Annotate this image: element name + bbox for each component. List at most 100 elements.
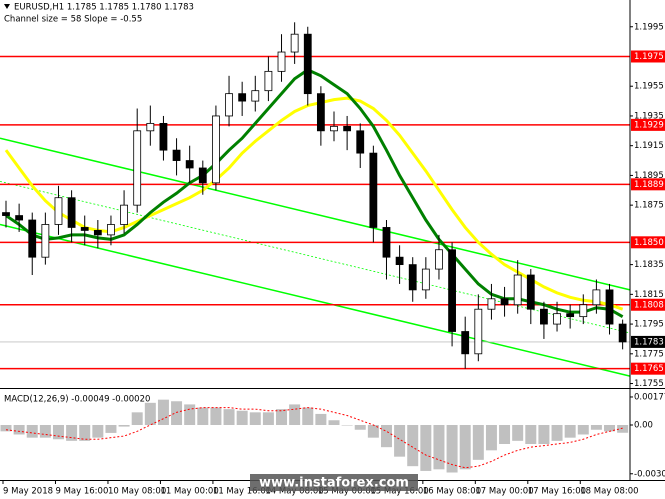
channel-upper <box>0 137 631 291</box>
macd-bar <box>328 420 340 425</box>
y-tick-label: -0.00308 <box>634 469 665 479</box>
candle-body <box>41 224 50 258</box>
candle-body <box>15 215 24 221</box>
x-tick-label: 17 May 16:00 <box>528 487 586 497</box>
candle-body <box>316 93 325 132</box>
y-tick-label: 0.00177 <box>634 392 665 402</box>
candle-body <box>382 227 391 258</box>
level-label-box <box>631 50 665 63</box>
x-tick-label: 15 May 16:00 <box>370 487 428 497</box>
candle-body <box>251 90 260 102</box>
candle-body <box>330 125 338 132</box>
macd-bar <box>512 424 524 441</box>
y-tick-label: 1.1935 <box>634 111 664 121</box>
candle-body <box>107 224 115 236</box>
candle-body <box>369 152 378 228</box>
macd-title: MACD(12,26,9) -0.00049 -0.00020 <box>4 395 150 405</box>
macd-bar <box>380 424 392 448</box>
candle-body <box>553 313 561 325</box>
macd-bar <box>367 424 379 438</box>
candle-body <box>487 298 496 310</box>
candle-body <box>185 160 194 169</box>
y-tick-label: 1.1815 <box>634 290 664 300</box>
macd-bar <box>197 407 209 425</box>
level-label: 1.1765 <box>634 364 664 374</box>
candle-body <box>408 264 417 291</box>
macd-bar <box>171 401 183 425</box>
x-tick-label: 17 May 00:00 <box>475 487 533 497</box>
macd-bar <box>262 412 274 425</box>
candle-body <box>579 304 588 318</box>
candle-body <box>500 298 509 306</box>
candle-body <box>303 33 312 95</box>
candle-body <box>356 130 365 154</box>
macd-bar <box>577 424 589 435</box>
chart-title: EURUSD,H1 1.1785 1.1785 1.1780 1.1783 <box>14 3 194 13</box>
candle-body <box>461 331 470 355</box>
macd-bar <box>13 424 25 435</box>
candle-body <box>448 249 456 332</box>
menu-icon <box>4 4 10 9</box>
x-tick-label: 18 May 08:00 <box>580 487 638 497</box>
candle-body <box>133 130 142 206</box>
candle-body <box>540 308 548 325</box>
macd-bar <box>236 410 248 425</box>
candle-body <box>592 289 601 306</box>
macd-bar <box>0 424 12 432</box>
macd-bar <box>433 424 445 470</box>
last-price-box <box>631 335 665 348</box>
level-label-box <box>631 118 665 131</box>
candle-body <box>172 149 181 161</box>
y-tick-label: 1.1915 <box>634 141 664 151</box>
candle-body <box>474 308 483 355</box>
y-tick-label: 1.1755 <box>634 379 664 389</box>
channel-lower <box>0 223 631 377</box>
level-label-box <box>631 236 665 249</box>
macd-bar <box>617 424 629 433</box>
macd-bar <box>39 424 51 438</box>
watermark: www.instaforex.com <box>259 476 409 491</box>
macd-bar <box>459 424 471 470</box>
level-label: 1.1929 <box>634 120 664 130</box>
candle-body <box>212 115 220 184</box>
macd-bar <box>210 407 222 425</box>
watermark-box <box>250 474 418 491</box>
macd-bar <box>485 424 497 451</box>
candle-body <box>395 256 404 266</box>
x-tick-label: 11 May 16:00 <box>213 487 271 497</box>
last-price-label: 1.1783 <box>634 337 664 347</box>
macd-bar <box>157 399 169 425</box>
x-tick-label: 15 May 00:00 <box>318 487 376 497</box>
candle-body <box>146 122 155 132</box>
candle-body <box>526 274 535 310</box>
level-label: 1.1850 <box>634 238 664 248</box>
candle-body <box>80 227 89 231</box>
macd-bar <box>184 404 196 425</box>
x-tick-label: 9 May 2018 <box>3 487 53 497</box>
level-label: 1.1975 <box>634 52 664 62</box>
candle-body <box>618 323 627 343</box>
macd-bar <box>249 412 261 425</box>
macd-bar <box>551 424 563 441</box>
candle-body <box>28 219 37 258</box>
macd-bar <box>289 404 301 425</box>
macd-bar <box>302 407 314 425</box>
macd-bar <box>276 409 288 425</box>
macd-bar <box>223 409 235 425</box>
macd-bar <box>92 424 104 438</box>
macd-bar <box>590 424 602 430</box>
y-tick-label: 1.1995 <box>634 22 664 32</box>
macd-bar <box>354 424 366 430</box>
y-tick-label: 1.1875 <box>634 201 664 211</box>
macd-bar <box>604 424 616 432</box>
macd-bar <box>564 424 576 438</box>
macd-bar <box>315 413 327 425</box>
macd-bar <box>144 402 156 425</box>
candle-body <box>225 93 233 117</box>
macd-bar <box>66 424 78 441</box>
macd-signal <box>5 407 623 469</box>
macd-bar <box>118 424 130 427</box>
macd-bar <box>499 424 511 445</box>
macd-bar <box>420 424 432 471</box>
macd-bar <box>26 424 38 438</box>
